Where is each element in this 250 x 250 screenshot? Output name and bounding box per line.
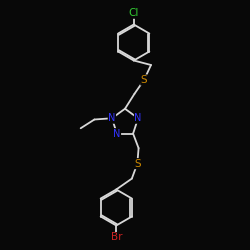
Text: N: N xyxy=(134,113,142,123)
Text: Br: Br xyxy=(110,232,122,242)
Text: S: S xyxy=(134,158,141,168)
Text: S: S xyxy=(141,75,147,85)
Text: N: N xyxy=(113,128,120,138)
Text: N: N xyxy=(108,113,116,123)
Text: Cl: Cl xyxy=(128,8,139,18)
